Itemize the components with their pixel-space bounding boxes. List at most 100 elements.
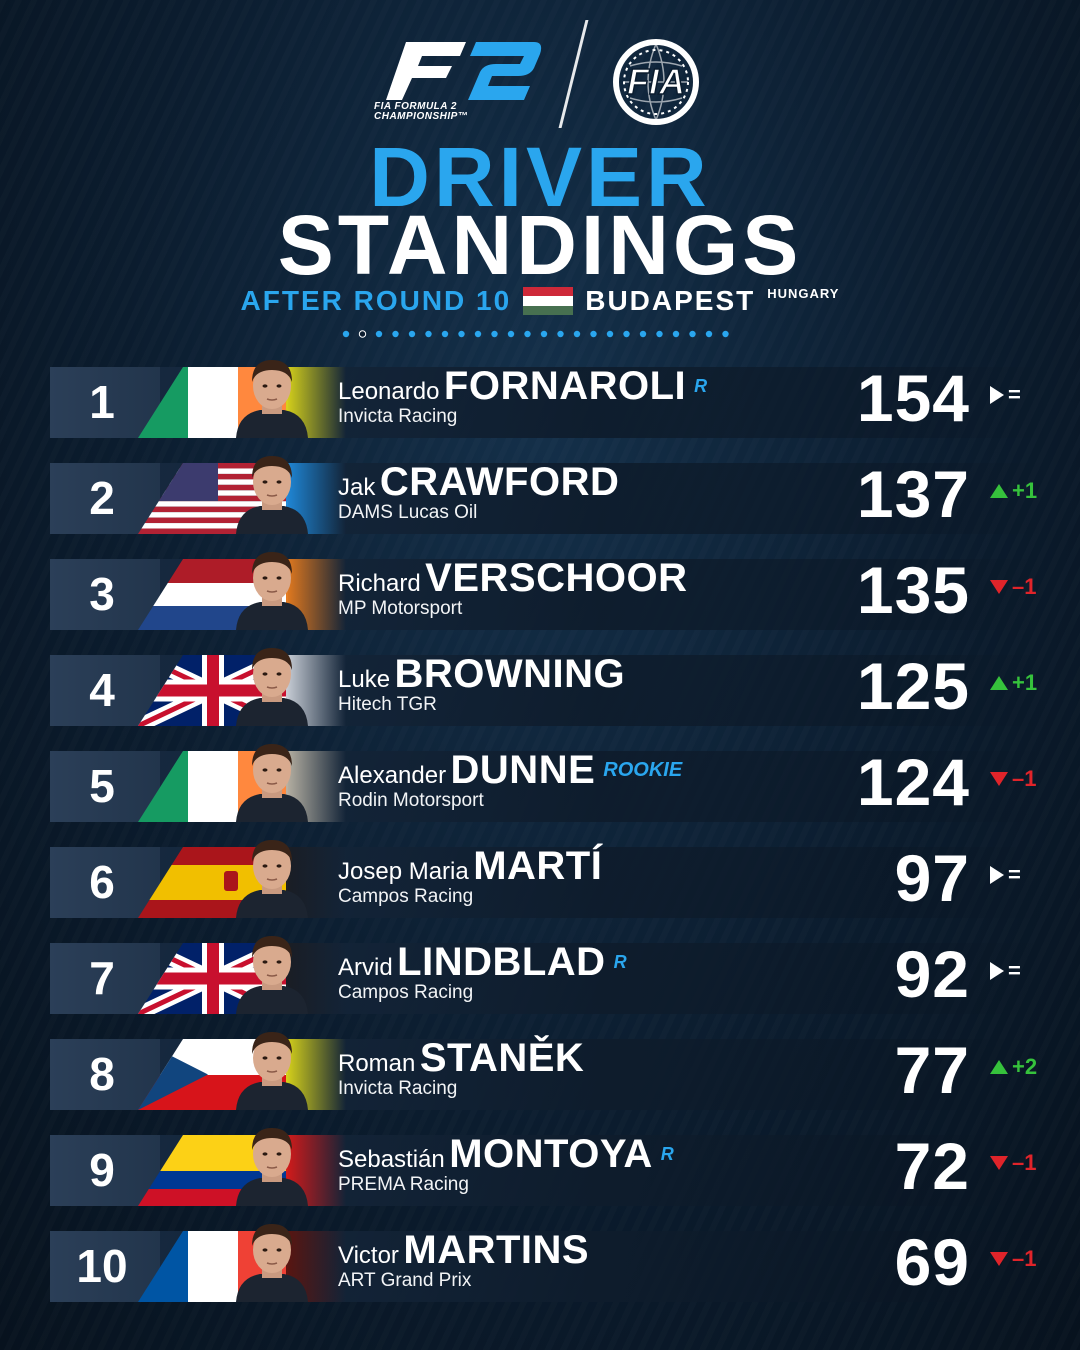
page-dot (689, 330, 696, 338)
standings-row: 5 Alexander DUNNE ROOKIE Rodin Motorsport… (50, 736, 1080, 822)
standings-row: 8 Roman STANĚK Invicta Racing 77 +2 (50, 1024, 1080, 1110)
page-dots (342, 330, 729, 338)
points-total: 72 (894, 1129, 970, 1203)
driver-name: Victor MARTINS (338, 1230, 589, 1270)
page-dot (408, 330, 416, 338)
page-dot (639, 330, 647, 338)
driver-photo (232, 448, 312, 534)
driver-photo (232, 1024, 312, 1110)
rookie-badge: ROOKIE (603, 759, 683, 781)
position-box (50, 1135, 160, 1206)
position-change: +1 (990, 476, 1070, 506)
position-change-value: –1 (1012, 574, 1037, 599)
position-number: 7 (89, 952, 115, 1004)
page-dot (705, 330, 713, 338)
position-box (50, 1039, 160, 1110)
position-change-value: +1 (1012, 478, 1038, 503)
points-total: 97 (894, 841, 970, 915)
position-change: –1 (990, 764, 1070, 794)
position-change-value: = (1008, 958, 1021, 983)
fia-logo: FIA (613, 39, 699, 125)
driver-photo (232, 640, 312, 726)
position-box (50, 463, 160, 534)
team-name: ART Grand Prix (338, 1270, 472, 1291)
driver-first-name: Alexander (338, 762, 447, 789)
driver-first-name: Roman (338, 1050, 416, 1077)
driver-first-name: Victor (338, 1242, 399, 1269)
page-dot (524, 330, 531, 338)
position-number: 4 (89, 664, 115, 716)
position-change: = (990, 956, 1070, 986)
driver-photo (232, 352, 312, 438)
position-number: 2 (89, 472, 115, 524)
page-dot (425, 330, 432, 338)
driver-last-name: LINDBLAD (397, 940, 606, 984)
driver-first-name: Sebastián (338, 1146, 445, 1173)
position-box (50, 559, 160, 630)
page-dot (557, 330, 564, 338)
driver-last-name: BROWNING (394, 652, 626, 696)
page-dot (722, 330, 729, 338)
right-arrow-icon (990, 386, 1004, 404)
position-box (50, 1231, 160, 1302)
driver-last-name: STANĚK (419, 1036, 585, 1080)
team-name: Hitech TGR (338, 694, 437, 715)
page-dot (573, 330, 581, 338)
position-number: 5 (89, 760, 115, 812)
driver-name: Roman STANĚK (338, 1038, 584, 1078)
position-box (50, 655, 160, 726)
rookie-badge: R (660, 1144, 674, 1164)
right-arrow-icon (990, 866, 1004, 884)
city-label: BUDAPEST (585, 285, 756, 316)
driver-photo (232, 1216, 312, 1302)
team-name: Campos Racing (338, 886, 474, 907)
usa-flag (138, 463, 288, 534)
driver-first-name: Arvid (338, 954, 393, 981)
position-change-value: –1 (1012, 1150, 1037, 1175)
team-name: DAMS Lucas Oil (338, 502, 478, 523)
driver-name: Leonardo FORNAROLI R (338, 366, 707, 406)
driver-name: Josep Maria MARTÍ (338, 846, 602, 886)
standings-row: 2 Jak CRAWFORD DAMS Lucas Oil 137 +1 (50, 448, 1080, 534)
team-name: Rodin Motorsport (338, 790, 484, 811)
standings-row: 4 Luke BROWNING Hitech TGR 125 +1 (50, 640, 1080, 726)
driver-name: Alexander DUNNE ROOKIE (338, 750, 682, 790)
position-number: 6 (89, 856, 115, 908)
page-dot (474, 330, 482, 338)
position-box (50, 751, 160, 822)
down-arrow-icon (990, 772, 1008, 786)
position-box (50, 943, 160, 1014)
position-change: +2 (990, 1052, 1070, 1082)
driver-name: Arvid LINDBLAD R (338, 942, 627, 982)
page-dot (672, 330, 680, 338)
points-total: 137 (856, 457, 970, 531)
position-change: = (990, 380, 1070, 410)
up-arrow-icon (990, 676, 1008, 690)
down-arrow-icon (990, 580, 1008, 594)
position-number: 8 (89, 1048, 115, 1100)
header-logos: FIA FORMULA 2 CHAMPIONSHIP™ FIA (0, 20, 1080, 130)
driver-photo (232, 544, 312, 630)
title-standings: STANDINGS (277, 198, 803, 292)
position-change: +1 (990, 668, 1070, 698)
down-arrow-icon (990, 1252, 1008, 1266)
round-subtitle: AFTER ROUND 10 BUDAPEST HUNGARY (0, 284, 1080, 318)
position-change-value: +2 (1012, 1054, 1038, 1079)
driver-name: Luke BROWNING (338, 654, 625, 694)
driver-first-name: Richard (338, 570, 421, 597)
standings-row: 10 Victor MARTINS ART Grand Prix 69 –1 (50, 1216, 1080, 1302)
position-change-value: = (1008, 382, 1021, 407)
position-change-value: +1 (1012, 670, 1038, 695)
driver-first-name: Jak (338, 474, 376, 501)
position-change-value: = (1008, 862, 1021, 887)
points-total: 135 (856, 553, 970, 627)
points-total: 92 (894, 937, 970, 1011)
down-arrow-icon (990, 1156, 1008, 1170)
round-label: AFTER ROUND 10 (240, 285, 512, 316)
standings-row: 1 Leonardo FORNAROLI R Invicta Racing 154… (50, 352, 1080, 438)
standings-row: 9 Sebastián MONTOYA R PREMA Racing 72 –1 (50, 1120, 1080, 1206)
points-total: 154 (856, 361, 970, 435)
driver-first-name: Leonardo (338, 378, 440, 405)
driver-last-name: MARTÍ (473, 844, 603, 888)
